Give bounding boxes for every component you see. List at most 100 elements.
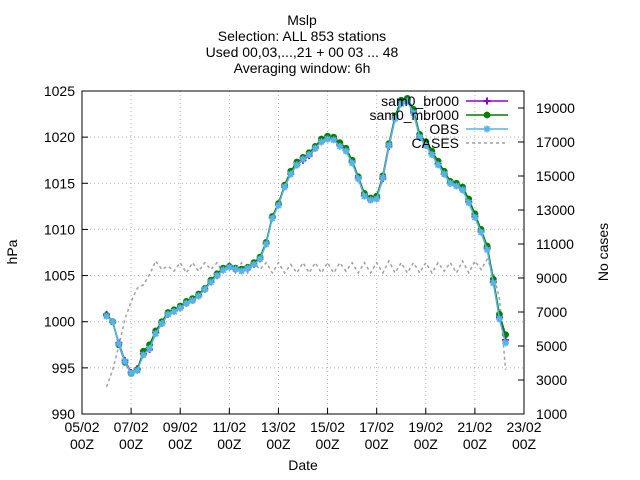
data-point-core: [460, 187, 465, 192]
y2-tick-label: 19000: [536, 100, 575, 116]
legend-label: OBS: [429, 121, 459, 137]
data-point-core: [258, 256, 263, 261]
y-tick-label: 1000: [44, 314, 75, 330]
y2-tick: 13000: [518, 202, 575, 218]
y-tick: 995: [52, 360, 524, 376]
data-point-core: [251, 262, 256, 267]
x-tick-label-time: 00Z: [315, 436, 340, 452]
data-point-core: [147, 346, 152, 351]
legend-item: OBS: [429, 121, 508, 137]
y-tick-label: 995: [52, 360, 76, 376]
legend-label: sam0_br000: [381, 93, 459, 109]
data-point-core: [429, 152, 434, 157]
data-point-core: [454, 184, 459, 189]
data-point-core: [239, 268, 244, 273]
data-point-core: [122, 359, 127, 364]
data-point-core: [331, 137, 336, 142]
y2-tick: 19000: [518, 100, 575, 116]
y2-tick-label: 1000: [536, 406, 567, 422]
legend-label: CASES: [412, 135, 459, 151]
x-tick-label-date: 17/02: [359, 419, 394, 435]
x-tick-label-time: 00Z: [119, 436, 144, 452]
data-point-core: [190, 298, 195, 303]
x-tick-label-date: 11/02: [212, 419, 246, 435]
data-point-core: [184, 301, 189, 306]
y-tick: 1000: [44, 314, 524, 330]
data-point-core: [374, 196, 379, 201]
y2-tick-label: 15000: [536, 168, 575, 184]
data-point-core: [153, 331, 158, 336]
y-tick-label: 1020: [44, 129, 75, 145]
x-tick-label-time: 00Z: [168, 436, 193, 452]
x-tick-label-time: 00Z: [217, 436, 242, 452]
y-tick: 1010: [44, 221, 524, 237]
data-point-core: [386, 143, 391, 148]
data-point-core: [472, 215, 477, 220]
data-point-core: [233, 267, 238, 272]
x-tick-label-date: 21/02: [457, 419, 492, 435]
data-point-core: [104, 314, 109, 319]
data-point-core: [319, 139, 324, 144]
legend-marker-core: [485, 127, 489, 131]
data-point-core: [485, 247, 490, 252]
data-point-core: [288, 172, 293, 177]
y2-tick-label: 7000: [536, 304, 567, 320]
y2-tick-label: 13000: [536, 202, 575, 218]
data-point-core: [129, 371, 134, 376]
data-point-core: [368, 197, 373, 202]
y-tick-label: 990: [52, 406, 76, 422]
data-point-core: [442, 172, 447, 177]
legend-marker: [483, 111, 491, 119]
data-point-core: [215, 273, 220, 278]
legend-item: CASES: [412, 135, 508, 151]
y2-tick-label: 3000: [536, 372, 567, 388]
legend-label: sam0_mbr000: [370, 107, 460, 123]
data-point-core: [276, 203, 281, 208]
series-layer: [103, 94, 510, 388]
data-point-core: [343, 148, 348, 153]
x-tick-label-time: 00Z: [463, 436, 488, 452]
data-point-core: [393, 116, 398, 121]
data-point-core: [227, 265, 232, 270]
y2-tick: 9000: [518, 270, 567, 286]
data-point-core: [172, 309, 177, 314]
data-point-core: [399, 101, 404, 106]
data-point-core: [264, 242, 269, 247]
title-line-2: Selection: ALL 853 stations: [218, 28, 386, 44]
y2-tick: 15000: [518, 168, 575, 184]
data-point-core: [110, 319, 115, 324]
x-tick-label-date: 19/02: [408, 419, 443, 435]
y-tick-label: 1025: [44, 83, 75, 99]
data-point-core: [202, 287, 207, 292]
data-point-core: [337, 144, 342, 149]
y2-tick: 7000: [518, 304, 567, 320]
data-point-core: [350, 160, 355, 165]
data-point-core: [411, 111, 416, 116]
data-point-core: [208, 280, 213, 285]
y-tick: 1005: [44, 268, 524, 284]
y2-tick: 11000: [518, 236, 574, 252]
data-point-core: [362, 194, 367, 199]
data-point-core: [159, 321, 164, 326]
data-point-core: [270, 216, 275, 221]
x-tick-label-time: 00Z: [70, 436, 95, 452]
data-point-core: [313, 146, 318, 151]
x-tick-label-date: 23/02: [506, 419, 541, 435]
title-line-1: Mslp: [287, 12, 317, 28]
data-point-core: [245, 266, 250, 271]
x-tick-label-date: 13/02: [261, 419, 296, 435]
y2-tick-label: 11000: [536, 236, 574, 252]
data-point-core: [448, 181, 453, 186]
title-line-4: Averaging window: 6h: [234, 60, 371, 76]
y-tick-label: 1005: [44, 268, 75, 284]
data-point-core: [165, 312, 170, 317]
